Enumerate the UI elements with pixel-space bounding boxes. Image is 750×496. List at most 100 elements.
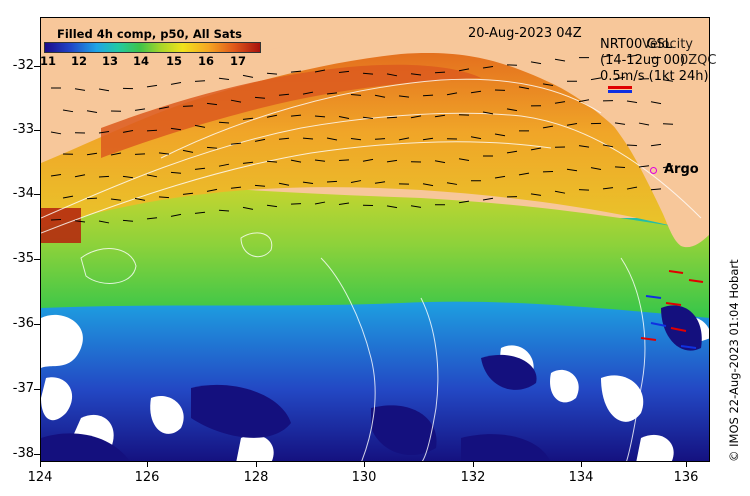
velocity-arrow	[50, 131, 62, 135]
velocity-arrow	[650, 188, 662, 191]
velocity-arrow	[590, 77, 602, 81]
velocity-arrow	[458, 158, 470, 161]
velocity-legend-date: (14-12ug 00)	[600, 53, 686, 68]
velocity-legend-title-overlay: Velocity	[642, 37, 693, 52]
colorbar-gradient	[44, 42, 261, 53]
velocity-arrow	[566, 168, 578, 172]
velocity-arrow	[182, 192, 194, 195]
velocity-arrow	[134, 153, 146, 155]
velocity-arrow	[146, 84, 158, 88]
velocity-arrow	[62, 109, 74, 113]
coastal-radar-arrows	[640, 270, 704, 349]
velocity-arrow	[218, 121, 230, 124]
velocity-scale-arrow-red	[608, 86, 632, 89]
colorbar-label: 12	[70, 54, 87, 68]
velocity-arrow	[254, 138, 266, 142]
velocity-arrow	[278, 182, 290, 186]
velocity-arrow	[614, 122, 626, 125]
velocity-arrow	[386, 116, 398, 119]
velocity-arrow	[422, 94, 434, 97]
velocity-arrow	[122, 219, 134, 222]
velocity-arrow	[602, 54, 614, 58]
velocity-scale-label: 0.5m/s (1kt 24h)	[600, 69, 709, 84]
velocity-arrow	[290, 70, 302, 73]
velocity-arrow	[662, 123, 674, 125]
velocity-arrow	[434, 114, 446, 118]
velocity-arrow	[590, 167, 602, 171]
velocity-arrow	[662, 165, 674, 169]
velocity-arrow	[98, 220, 110, 224]
velocity-arrow	[254, 184, 266, 187]
x-tick-label: 124	[27, 470, 53, 485]
velocity-arrow	[134, 197, 146, 201]
velocity-arrow	[98, 88, 110, 92]
velocity-arrow	[194, 80, 206, 82]
velocity-arrow	[506, 108, 518, 112]
velocity-arrow	[338, 202, 350, 205]
velocity-arrow	[266, 160, 278, 163]
velocity-arrow	[74, 220, 86, 223]
velocity-arrow	[86, 197, 98, 200]
velocity-arrow	[146, 129, 158, 132]
velocity-arrow	[386, 159, 398, 163]
argo-float-marker	[650, 167, 657, 174]
velocity-arrow	[362, 116, 374, 120]
velocity-arrow	[158, 196, 170, 199]
velocity-arrow	[242, 206, 254, 210]
velocity-arrow	[494, 175, 506, 179]
velocity-arrow	[482, 66, 494, 69]
velocity-arrow	[386, 73, 398, 77]
velocity-arrow	[338, 159, 350, 161]
y-tick-label: -32	[12, 58, 34, 73]
x-tick-label: 134	[568, 470, 594, 485]
ocean-warm-band	[41, 53, 681, 228]
velocity-arrow	[98, 130, 110, 134]
x-tick-mark	[364, 462, 365, 467]
velocity-arrow	[278, 93, 290, 96]
velocity-arrow	[482, 197, 494, 201]
velocity-arrow	[350, 180, 362, 183]
velocity-arrow	[218, 163, 230, 167]
velocity-arrow	[242, 74, 254, 78]
y-tick-label: -35	[12, 251, 34, 266]
colorbar-label: 14	[132, 54, 149, 68]
velocity-arrow	[530, 193, 542, 196]
velocity-arrow	[434, 160, 446, 164]
velocity-arrow	[530, 61, 542, 65]
velocity-legend-title: NRT00 GSL	[600, 37, 672, 52]
velocity-arrow	[530, 147, 542, 151]
velocity-arrow	[302, 137, 314, 140]
velocity-arrow	[422, 183, 434, 187]
velocity-arrow	[650, 101, 662, 105]
ocean-mid	[41, 168, 709, 318]
velocity-arrow	[626, 100, 638, 104]
x-tick-mark	[686, 462, 687, 467]
velocity-arrow	[410, 205, 422, 208]
y-tick-mark	[34, 454, 40, 455]
velocity-arrow	[458, 68, 470, 72]
velocity-arrow	[302, 181, 314, 184]
velocity-arrow	[242, 161, 254, 164]
date-label: 20-Aug-2023 04Z	[468, 26, 582, 41]
velocity-arrow	[230, 99, 242, 103]
velocity-arrow	[458, 200, 470, 204]
land	[41, 18, 709, 248]
velocity-arrow	[482, 111, 494, 115]
x-tick-mark	[147, 462, 148, 467]
y-tick-mark	[34, 389, 40, 390]
velocity-arrow	[326, 92, 338, 95]
colorbar-label: 17	[229, 54, 246, 68]
velocity-arrow	[578, 189, 590, 191]
x-tick-mark	[40, 462, 41, 467]
velocity-arrow	[146, 174, 158, 178]
velocity-arrow	[614, 76, 626, 80]
x-tick-mark	[581, 462, 582, 467]
velocity-arrow	[506, 150, 518, 154]
velocity-arrow	[86, 152, 98, 156]
velocity-arrow	[74, 88, 86, 91]
velocity-arrow	[122, 129, 134, 133]
ocean-hot-core	[101, 64, 481, 158]
velocity-arrow	[362, 72, 374, 75]
velocity-arrow	[266, 114, 278, 118]
velocity-arrow	[206, 146, 218, 149]
